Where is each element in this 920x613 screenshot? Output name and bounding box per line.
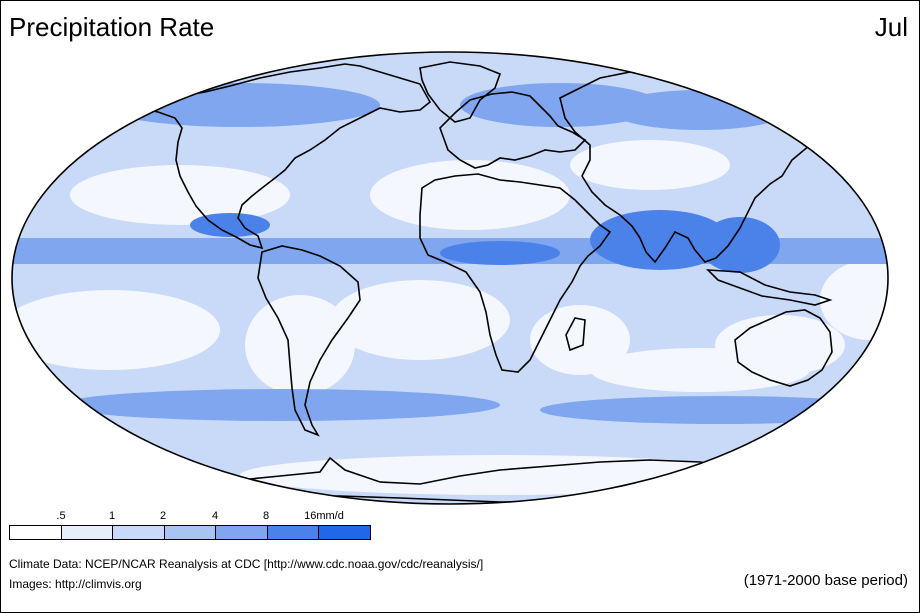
legend-label: 1 [108, 510, 116, 522]
wet-zone-north-pacific-storm-track [100, 83, 380, 127]
coastline-north-america [139, 63, 432, 250]
data-credit: Climate Data: NCEP/NCAR Reanalysis at CD… [9, 557, 484, 571]
monsoon-east-asia [700, 217, 780, 273]
wet-core-west-africa [440, 241, 560, 265]
coastline-africa [419, 173, 612, 373]
dry-zone-central-asia [570, 140, 730, 190]
month-label: Jul [874, 12, 908, 42]
wet-zone-siberia [610, 90, 790, 130]
coastline-europe [439, 91, 587, 169]
legend-labels: .5 1 2 4 8 16mm/d [9, 510, 371, 524]
coastline-madagascar [565, 317, 586, 352]
legend-color-bar [9, 525, 371, 540]
dry-zone-south-pacific-west [820, 260, 888, 340]
coastline-south-america [257, 245, 361, 437]
map-title: Precipitation Rate [9, 12, 215, 42]
image-credit: Images: http://climvis.org [9, 577, 142, 591]
legend-swatch [216, 526, 268, 539]
base-period-note: (1971-2000 base period) [743, 572, 908, 589]
dry-zone-north-pacific [70, 165, 290, 225]
dry-zone-north-atlantic-sahara [370, 160, 570, 230]
legend-label: 4 [211, 510, 219, 522]
legend-swatch [319, 526, 371, 539]
monsoon-south-asia [590, 210, 730, 270]
color-legend: .5 1 2 4 8 16mm/d [9, 510, 371, 540]
legend-swatch [267, 526, 320, 539]
dry-zone-southern-africa [530, 305, 630, 375]
legend-label: 16mm/d [304, 510, 344, 522]
dry-zone-south-america [245, 295, 355, 395]
coastline-greenland [419, 61, 502, 123]
legend-label: 2 [159, 510, 167, 522]
very-wet-regions [190, 210, 780, 273]
legend-swatch [10, 526, 62, 539]
legend-swatch [113, 526, 165, 539]
globe-outline [11, 51, 889, 505]
legend-swatch [61, 526, 114, 539]
legend-label: 8 [262, 510, 270, 522]
wet-zone-southern-ocean-east [540, 396, 888, 424]
dry-zone-south-atlantic [330, 280, 510, 360]
wet-zone-southern-ocean-west [60, 389, 500, 421]
coastline-indonesia [705, 269, 833, 306]
dry-zone-south-pacific-east [12, 290, 220, 370]
wet-zone-north-atlantic [460, 83, 660, 127]
legend-swatch [164, 526, 217, 539]
coastline-australia [734, 309, 833, 387]
legend-label: .5 [56, 510, 66, 522]
dry-zone-australia [715, 315, 845, 375]
